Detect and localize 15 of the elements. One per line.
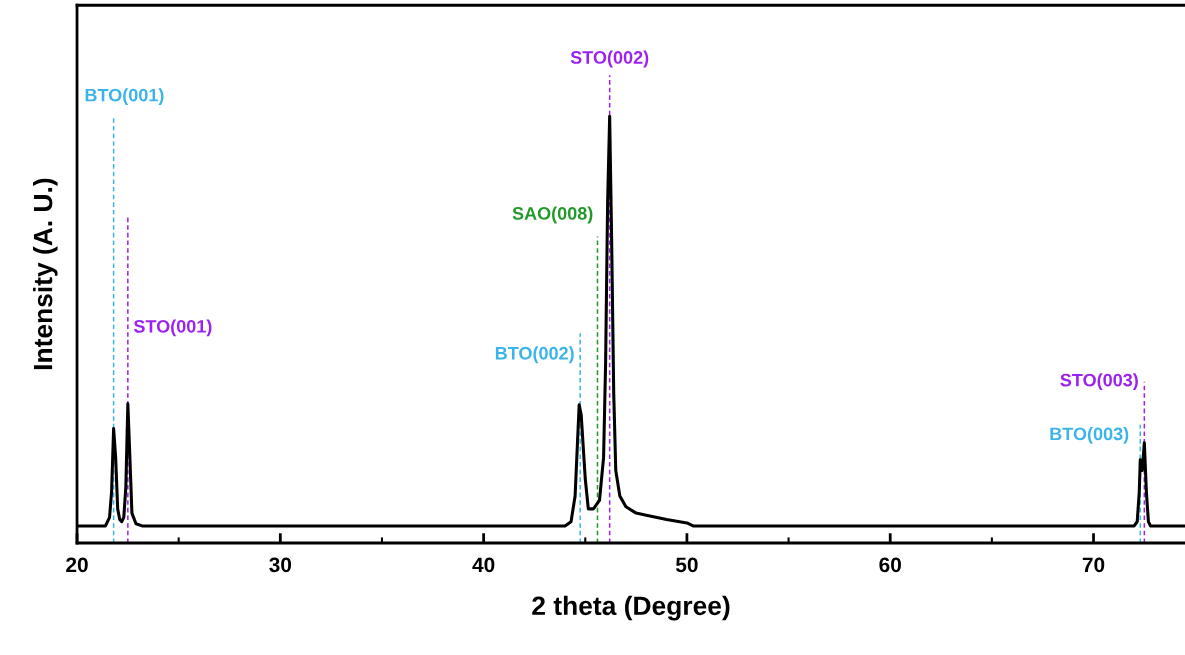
ref-line-label: SAO(008) xyxy=(512,206,593,224)
x-axis-title: 2 theta (Degree) xyxy=(532,595,730,621)
x-tick-label: 20 xyxy=(66,557,88,573)
y-axis-title: Intensity (A. U.) xyxy=(32,178,58,370)
ref-line-label: BTO(002) xyxy=(495,346,574,364)
x-tick-label: 70 xyxy=(1082,557,1105,573)
ref-line-label: STO(003) xyxy=(1060,373,1138,391)
x-tick-label: 30 xyxy=(269,557,292,573)
ref-line-label: STO(001) xyxy=(133,319,212,337)
ref-line-label: BTO(001) xyxy=(85,88,164,106)
x-tick-label: 50 xyxy=(675,557,698,573)
ref-line-label: STO(002) xyxy=(570,50,649,68)
ref-line-label: BTO(003) xyxy=(1050,427,1129,444)
x-tick-label: 60 xyxy=(879,557,901,573)
x-tick-label: 40 xyxy=(472,557,495,573)
